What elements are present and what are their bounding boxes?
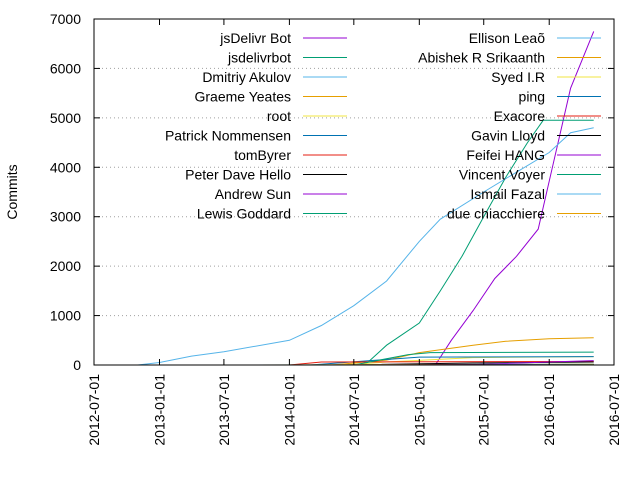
legend-label: jsDelivr Bot [219, 30, 291, 46]
x-tick-label: 2012-07-01 [86, 374, 102, 446]
legend-label: Dmitriy Akulov [202, 69, 291, 85]
y-tick-label: 7000 [50, 11, 81, 27]
legend-label: Ellison Leaõ [469, 30, 545, 46]
legend-label: root [267, 108, 291, 124]
y-tick-label: 4000 [50, 159, 81, 175]
y-axis-label: Commits [4, 164, 20, 219]
x-tick-label: 2016-07-01 [606, 374, 622, 446]
legend-label: Gavin Lloyd [471, 128, 545, 144]
y-tick-label: 3000 [50, 209, 81, 225]
legend-label: Feifei HANG [466, 147, 545, 163]
legend-label: Syed I.R [491, 69, 545, 85]
legend-label: tomByrer [234, 147, 291, 163]
legend-label: Graeme Yeates [194, 89, 291, 105]
x-tick-label: 2013-07-01 [216, 374, 232, 446]
y-tick-label: 6000 [50, 60, 81, 76]
legend-label: jsdelivrbot [227, 50, 291, 66]
legend: jsDelivr Bot jsdelivrbot Dmitriy Akulov Gra… [165, 30, 601, 222]
legend-label: Patrick Nommensen [165, 128, 291, 144]
series-line [434, 31, 595, 366]
legend-label: Exacore [494, 108, 546, 124]
x-axis: 2012-07-01 2013-01-01 2013-07-01 2014-01-01… [86, 19, 622, 446]
legend-label: Ismail Fazal [470, 186, 545, 202]
x-tick-label: 2014-01-01 [281, 374, 297, 446]
series-line [364, 119, 594, 366]
y-axis: 0 1000 2000 3000 4000 5000 6000 7000 [50, 11, 614, 373]
x-tick-label: 2015-07-01 [476, 374, 492, 446]
y-tick-label: 2000 [50, 258, 81, 274]
legend-label: due chiacchiere [447, 206, 545, 222]
legend-label: Abishek R Srikaanth [418, 50, 545, 66]
series-line [353, 351, 594, 366]
y-tick-label: 5000 [50, 110, 81, 126]
series-line [137, 127, 594, 366]
y-tick-label: 0 [73, 357, 81, 373]
x-tick-label: 2013-01-01 [151, 374, 167, 446]
legend-label: Peter Dave Hello [185, 167, 291, 183]
series-line [310, 356, 594, 366]
x-tick-label: 2014-07-01 [346, 374, 362, 446]
x-tick-label: 2016-01-01 [541, 374, 557, 446]
series-line [332, 337, 594, 366]
legend-label: ping [519, 89, 545, 105]
y-tick-label: 1000 [50, 308, 81, 324]
series-line [289, 361, 594, 366]
legend-label: Andrew Sun [215, 186, 291, 202]
x-tick-label: 2015-01-01 [411, 374, 427, 446]
legend-label: Lewis Goddard [197, 206, 291, 222]
legend-label: Vincent Voyer [459, 167, 545, 183]
grid-lines [94, 67, 614, 317]
